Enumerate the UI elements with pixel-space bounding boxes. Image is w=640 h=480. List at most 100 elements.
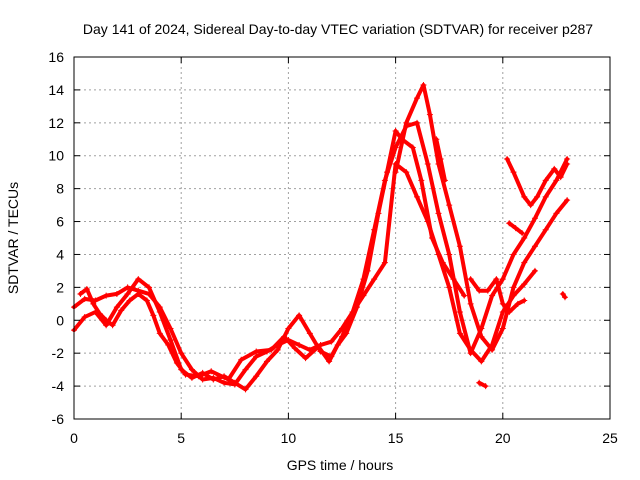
- series-track-e: [78, 129, 467, 382]
- data-point: [118, 307, 125, 314]
- data-point: [426, 111, 433, 118]
- data-point: [354, 304, 361, 311]
- data-point: [489, 292, 496, 299]
- data-point: [167, 325, 174, 332]
- data-point: [510, 251, 517, 258]
- data-point: [456, 243, 463, 250]
- data-point: [409, 144, 416, 151]
- data-point: [553, 210, 560, 217]
- data-point: [499, 276, 506, 283]
- data-point: [553, 177, 560, 184]
- data-point: [135, 290, 142, 297]
- x-tick-label: 0: [70, 430, 78, 446]
- data-point: [542, 177, 549, 184]
- y-tick-label: 6: [56, 214, 64, 230]
- data-point: [364, 267, 371, 274]
- data-point: [467, 300, 474, 307]
- data-point: [81, 313, 88, 320]
- data-point: [90, 300, 97, 307]
- data-point: [510, 169, 517, 176]
- data-point: [296, 341, 303, 348]
- y-tick-label: 12: [48, 115, 64, 131]
- data-point: [399, 136, 406, 143]
- data-point: [435, 210, 442, 217]
- data-point: [542, 226, 549, 233]
- data-point: [81, 295, 88, 302]
- data-point: [493, 276, 500, 283]
- y-tick-label: 8: [56, 181, 64, 197]
- data-point: [476, 379, 483, 386]
- data-point: [499, 300, 506, 307]
- data-point: [381, 259, 388, 266]
- plot-frame: [73, 56, 611, 420]
- data-point: [210, 376, 217, 383]
- data-point: [441, 177, 448, 184]
- data-point: [424, 160, 431, 167]
- data-point: [499, 309, 506, 316]
- data-point: [199, 376, 206, 383]
- data-point: [238, 356, 245, 363]
- chart-title: Day 141 of 2024, Sidereal Day-to-day VTE…: [83, 21, 593, 37]
- data-point: [418, 177, 425, 184]
- data-point: [306, 330, 313, 337]
- data-point: [156, 309, 163, 316]
- data-point: [403, 119, 410, 126]
- data-point: [519, 230, 526, 237]
- y-tick-label: 14: [48, 82, 64, 98]
- data-point: [285, 325, 292, 332]
- data-point: [343, 330, 350, 337]
- data-point: [178, 350, 185, 357]
- data-point: [429, 235, 436, 241]
- y-tick-label: -2: [52, 345, 65, 361]
- data-point: [510, 284, 517, 291]
- data-point: [291, 345, 298, 352]
- data-point: [506, 309, 513, 316]
- data-point: [103, 292, 110, 299]
- data-point: [315, 343, 322, 350]
- data-point: [392, 169, 399, 176]
- data-point: [231, 379, 238, 386]
- data-point: [467, 346, 474, 353]
- data-point: [461, 292, 468, 299]
- data-point: [514, 300, 521, 307]
- data-point: [478, 358, 485, 365]
- x-tick-label: 25: [602, 430, 618, 446]
- data-point: [392, 128, 399, 135]
- data-point: [384, 169, 391, 176]
- data-point: [124, 290, 131, 297]
- data-point: [281, 333, 288, 340]
- data-point: [274, 346, 281, 353]
- x-tick-label: 20: [495, 430, 511, 446]
- data-point: [414, 95, 421, 102]
- data-point: [557, 174, 564, 181]
- data-point: [221, 379, 228, 386]
- data-point: [446, 202, 453, 209]
- y-tick-label: 0: [56, 312, 64, 328]
- axes-ticks: -6 -4 -2 0 2 4 6 8 10 12 14 16 0 5 10 15 20 25: [48, 49, 618, 446]
- x-tick-label: 15: [388, 430, 404, 446]
- data-point: [564, 197, 571, 204]
- data-point: [195, 373, 202, 380]
- data-point: [182, 371, 189, 378]
- data-point: [146, 284, 153, 291]
- y-axis-title: SDTVAR / TECUs: [5, 182, 21, 294]
- data-point: [564, 160, 571, 167]
- data-point: [504, 156, 511, 163]
- data-point: [521, 193, 528, 200]
- data-point: [165, 341, 172, 348]
- y-tick-label: 4: [56, 246, 64, 262]
- data-point: [83, 286, 90, 293]
- series-track-b: [72, 162, 537, 392]
- data-point: [521, 259, 528, 266]
- x-tick-label: 10: [281, 430, 297, 446]
- data-point: [506, 220, 513, 227]
- data-point: [124, 284, 131, 291]
- grid: [74, 57, 610, 419]
- series-layer: [71, 81, 571, 393]
- data-point: [143, 297, 150, 304]
- data-point: [375, 210, 382, 217]
- data-point: [242, 366, 249, 373]
- data-point: [188, 366, 195, 373]
- data-point: [326, 358, 333, 365]
